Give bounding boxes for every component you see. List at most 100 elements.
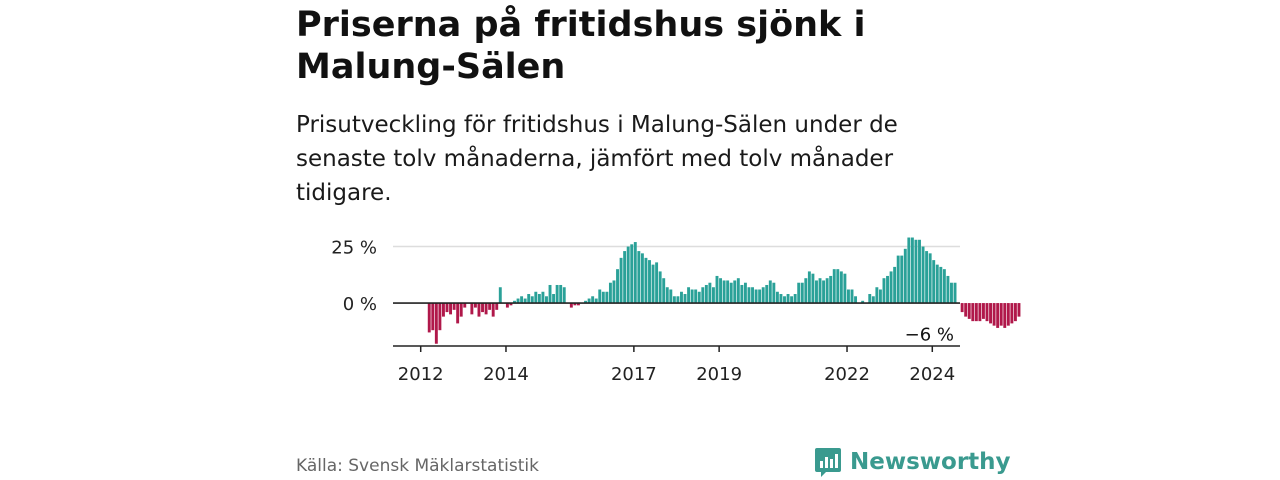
bar	[861, 300, 865, 304]
bar	[473, 303, 477, 308]
bar	[914, 239, 918, 304]
bar	[662, 278, 666, 304]
bar	[495, 303, 499, 310]
bar	[850, 289, 854, 304]
bar	[793, 294, 797, 304]
bar	[989, 303, 993, 324]
bar	[587, 298, 591, 304]
bar	[616, 269, 619, 304]
bar	[843, 273, 847, 304]
bar	[854, 296, 858, 304]
bar	[644, 257, 648, 304]
bar	[612, 280, 616, 304]
bar	[555, 284, 559, 304]
bar	[1017, 303, 1021, 317]
bar	[719, 278, 723, 304]
bar	[886, 275, 889, 304]
bar	[715, 275, 719, 304]
bar	[562, 287, 566, 304]
x-tick-label: 2022	[824, 364, 870, 385]
bar	[932, 260, 936, 304]
x-tick-label: 2017	[611, 364, 657, 385]
bar	[811, 273, 815, 304]
bar	[832, 269, 836, 304]
bar	[758, 289, 762, 304]
bar	[950, 282, 953, 304]
bar	[722, 280, 726, 304]
bar	[701, 287, 705, 304]
bar	[523, 298, 527, 304]
bar	[839, 271, 843, 304]
bar	[505, 303, 509, 308]
bar	[921, 246, 925, 304]
bar	[640, 253, 644, 304]
bar	[818, 278, 822, 304]
bar	[591, 296, 595, 304]
bar	[768, 280, 772, 304]
bar	[974, 303, 978, 322]
bar	[470, 303, 474, 315]
bar	[427, 303, 431, 333]
bar	[669, 289, 673, 304]
bar	[608, 282, 612, 304]
bar	[516, 298, 520, 304]
bar	[697, 291, 701, 304]
bar	[761, 287, 765, 304]
bar	[651, 264, 655, 304]
bar	[534, 291, 538, 304]
bar	[527, 294, 531, 304]
bar	[655, 262, 659, 304]
bar	[690, 289, 694, 304]
bar	[576, 303, 580, 306]
bar	[889, 271, 893, 304]
bar	[477, 303, 481, 317]
bar	[520, 296, 524, 304]
bar	[481, 303, 484, 313]
bar	[463, 303, 467, 308]
bar	[875, 287, 879, 304]
bar	[910, 237, 914, 304]
bar	[726, 280, 730, 304]
bar	[896, 255, 900, 304]
bar	[999, 303, 1003, 326]
bar	[878, 289, 882, 304]
y-tick-label: 25 %	[331, 238, 377, 259]
bar	[633, 242, 637, 304]
bar	[964, 303, 968, 317]
bar	[733, 280, 737, 304]
bar	[584, 300, 588, 304]
bar	[648, 260, 651, 304]
bar	[623, 251, 627, 304]
chart-title: Priserna på fritidshus sjönk i Malung-Sä…	[296, 5, 866, 87]
bar	[907, 237, 911, 304]
bar	[1003, 303, 1007, 328]
bar	[637, 251, 641, 304]
bar	[548, 284, 552, 304]
bar	[630, 244, 634, 304]
bar	[775, 291, 779, 304]
bar	[800, 282, 804, 304]
bar	[601, 291, 605, 304]
bar	[449, 303, 453, 315]
bar	[736, 278, 740, 304]
bar	[747, 287, 751, 304]
bar	[573, 303, 577, 306]
bar	[680, 291, 683, 304]
newsworthy-logo-icon	[815, 448, 841, 477]
bar	[996, 303, 1000, 328]
bar	[452, 303, 456, 310]
bar	[438, 303, 442, 331]
bar	[665, 287, 669, 304]
bar	[545, 296, 548, 304]
bar	[946, 275, 950, 304]
bar	[935, 264, 939, 304]
bar	[1013, 303, 1017, 322]
bar	[765, 284, 769, 304]
last-value-label: −6 %	[905, 325, 954, 346]
bar	[491, 303, 495, 317]
bar	[797, 282, 801, 304]
bar	[822, 280, 826, 304]
bar	[928, 253, 932, 304]
bar	[559, 284, 563, 304]
bar	[981, 303, 985, 319]
